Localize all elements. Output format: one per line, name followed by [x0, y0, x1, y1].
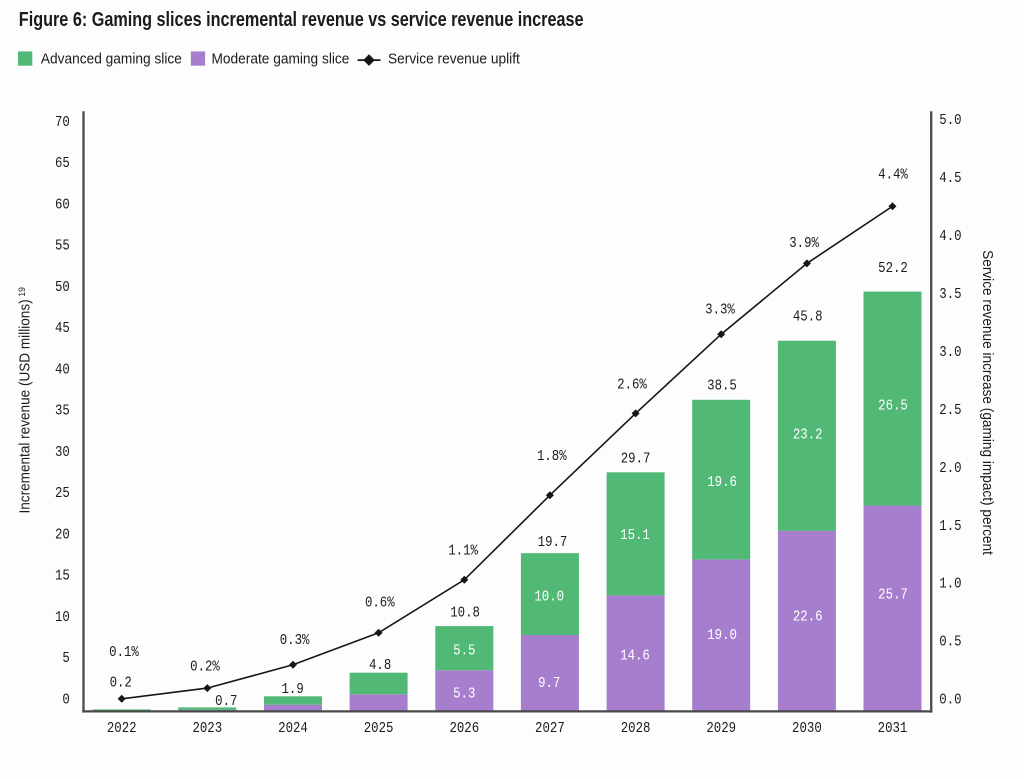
svg-text:3.3%: 3.3%	[705, 303, 736, 319]
svg-text:2027: 2027	[535, 721, 565, 737]
svg-text:30: 30	[55, 445, 70, 461]
svg-text:29.7: 29.7	[621, 452, 651, 468]
svg-text:2.0: 2.0	[939, 461, 961, 477]
svg-text:0.3%: 0.3%	[280, 633, 311, 649]
svg-text:2.6%: 2.6%	[617, 378, 648, 394]
svg-text:1.9: 1.9	[281, 682, 303, 698]
svg-text:0.2: 0.2	[110, 676, 132, 692]
svg-text:2024: 2024	[278, 721, 308, 737]
svg-text:2029: 2029	[706, 721, 736, 737]
svg-text:10.8: 10.8	[450, 606, 480, 622]
svg-text:0.1%: 0.1%	[109, 645, 140, 661]
svg-text:38.5: 38.5	[707, 379, 737, 395]
svg-text:1.5: 1.5	[939, 519, 961, 535]
svg-text:40: 40	[55, 363, 70, 379]
svg-text:2023: 2023	[192, 721, 222, 737]
svg-text:65: 65	[55, 156, 70, 172]
svg-text:2028: 2028	[621, 721, 651, 737]
svg-text:3.5: 3.5	[939, 287, 961, 303]
svg-text:1.1%: 1.1%	[448, 544, 479, 560]
svg-text:5.5: 5.5	[453, 644, 475, 660]
svg-text:Advanced gaming slice: Advanced gaming slice	[41, 51, 182, 68]
svg-text:2025: 2025	[364, 721, 394, 737]
svg-text:0.2%: 0.2%	[190, 660, 221, 676]
svg-text:14.6: 14.6	[620, 649, 650, 665]
svg-text:1.0: 1.0	[939, 577, 961, 593]
svg-text:0.6%: 0.6%	[365, 596, 396, 612]
svg-text:Figure 6: Gaming slices increm: Figure 6: Gaming slices incremental reve…	[19, 7, 584, 30]
svg-text:10: 10	[55, 610, 70, 626]
svg-text:52.2: 52.2	[878, 261, 908, 277]
svg-text:2026: 2026	[449, 721, 479, 737]
svg-text:5.0: 5.0	[939, 113, 961, 129]
svg-text:5: 5	[62, 651, 69, 667]
svg-text:35: 35	[55, 404, 70, 420]
svg-text:19.0: 19.0	[707, 628, 737, 644]
svg-text:4.8: 4.8	[369, 658, 391, 674]
svg-text:4.0: 4.0	[939, 229, 961, 245]
svg-text:2022: 2022	[107, 721, 137, 737]
svg-text:5.3: 5.3	[453, 687, 475, 703]
svg-text:Moderate gaming slice: Moderate gaming slice	[212, 51, 350, 68]
svg-text:70: 70	[55, 115, 70, 131]
svg-text:0.7: 0.7	[215, 694, 237, 710]
svg-text:Service revenue increase (gami: Service revenue increase (gaming impact)…	[979, 250, 996, 555]
svg-text:4.4%: 4.4%	[878, 168, 909, 184]
svg-text:0.0: 0.0	[939, 693, 961, 709]
svg-text:60: 60	[55, 198, 70, 214]
svg-text:45: 45	[55, 321, 70, 337]
svg-text:3.9%: 3.9%	[789, 236, 820, 252]
svg-text:45.8: 45.8	[793, 310, 823, 326]
svg-text:2030: 2030	[792, 721, 822, 737]
svg-text:26.5: 26.5	[878, 399, 908, 415]
svg-text:4.5: 4.5	[939, 171, 961, 187]
svg-text:2031: 2031	[878, 721, 908, 737]
svg-text:15.1: 15.1	[620, 528, 650, 544]
svg-text:22.6: 22.6	[793, 610, 823, 626]
svg-text:19.7: 19.7	[538, 535, 568, 551]
svg-text:Service revenue uplift: Service revenue uplift	[388, 51, 520, 68]
svg-text:2.5: 2.5	[939, 403, 961, 419]
svg-text:1.8%: 1.8%	[537, 449, 568, 465]
svg-text:15: 15	[55, 569, 70, 585]
svg-text:20: 20	[55, 528, 70, 544]
svg-text:10.0: 10.0	[534, 590, 564, 606]
svg-text:0.5: 0.5	[939, 635, 961, 651]
svg-text:25: 25	[55, 486, 70, 502]
svg-text:25.7: 25.7	[878, 588, 908, 604]
svg-text:Incremental revenue (USD milli: Incremental revenue (USD millions) 19	[16, 287, 33, 513]
svg-text:19.6: 19.6	[707, 475, 737, 491]
svg-text:9.7: 9.7	[538, 676, 560, 692]
svg-text:23.2: 23.2	[793, 428, 823, 444]
svg-text:0: 0	[62, 693, 69, 709]
svg-text:3.0: 3.0	[939, 345, 961, 361]
svg-text:50: 50	[55, 280, 70, 296]
svg-text:55: 55	[55, 239, 70, 255]
